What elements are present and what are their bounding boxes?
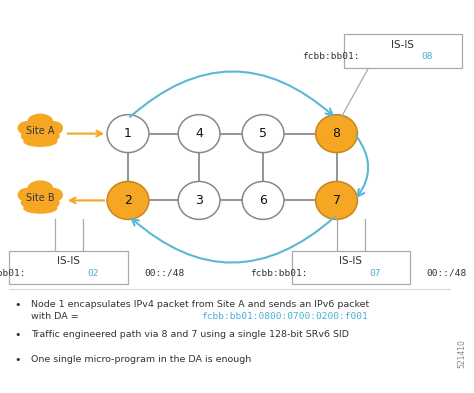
Text: fcbb:bb01:: fcbb:bb01: — [302, 53, 360, 61]
FancyBboxPatch shape — [292, 251, 410, 284]
Ellipse shape — [18, 188, 36, 202]
Text: IS-IS: IS-IS — [392, 40, 414, 50]
Ellipse shape — [27, 180, 53, 197]
FancyBboxPatch shape — [9, 251, 128, 284]
Text: 2: 2 — [124, 194, 132, 207]
Ellipse shape — [23, 136, 57, 147]
Ellipse shape — [27, 114, 53, 130]
FancyBboxPatch shape — [344, 34, 462, 68]
Text: Site A: Site A — [26, 126, 55, 136]
Text: IS-IS: IS-IS — [339, 256, 362, 266]
Text: IS-IS: IS-IS — [57, 256, 80, 266]
Ellipse shape — [21, 130, 45, 142]
Text: 00::/48: 00::/48 — [145, 269, 184, 277]
Text: 3: 3 — [195, 194, 203, 207]
Text: 521410: 521410 — [458, 339, 466, 368]
Text: •: • — [14, 354, 21, 365]
Ellipse shape — [178, 182, 220, 219]
Ellipse shape — [178, 115, 220, 152]
Text: 5: 5 — [259, 127, 267, 140]
Text: 4: 4 — [195, 127, 203, 140]
Text: 07: 07 — [369, 269, 381, 277]
Text: 1: 1 — [124, 127, 132, 140]
Ellipse shape — [242, 182, 284, 219]
Ellipse shape — [44, 188, 63, 202]
Text: Node 1 encapsulates IPv4 packet from Site A and sends an IPv6 packet: Node 1 encapsulates IPv4 packet from Sit… — [31, 300, 369, 309]
Ellipse shape — [18, 121, 36, 135]
Text: fcbb:bb01:: fcbb:bb01: — [250, 269, 308, 277]
Text: fcbb:bb01:: fcbb:bb01: — [0, 269, 26, 277]
Ellipse shape — [316, 115, 357, 152]
Text: 8: 8 — [333, 127, 340, 140]
Ellipse shape — [316, 182, 357, 219]
Text: 00::/48: 00::/48 — [427, 269, 466, 277]
Text: 02: 02 — [87, 269, 99, 277]
Ellipse shape — [36, 196, 60, 209]
Ellipse shape — [21, 196, 45, 209]
Ellipse shape — [242, 115, 284, 152]
Text: •: • — [14, 299, 21, 310]
Text: fcbb:bb01:0800:0700:0200:f001: fcbb:bb01:0800:0700:0200:f001 — [201, 312, 368, 321]
Text: Site B: Site B — [26, 193, 55, 203]
Text: 6: 6 — [259, 194, 267, 207]
Ellipse shape — [36, 130, 60, 142]
Text: 7: 7 — [333, 194, 340, 207]
Ellipse shape — [23, 203, 57, 214]
Text: One single micro-program in the DA is enough: One single micro-program in the DA is en… — [31, 355, 251, 364]
Text: Traffic engineered path via 8 and 7 using a single 128-bit SRv6 SID: Traffic engineered path via 8 and 7 usin… — [31, 331, 349, 339]
Ellipse shape — [107, 115, 149, 152]
Text: with DA =: with DA = — [31, 312, 82, 321]
Ellipse shape — [44, 121, 63, 135]
Ellipse shape — [107, 182, 149, 219]
Text: 08: 08 — [421, 53, 433, 61]
Text: •: • — [14, 330, 21, 340]
